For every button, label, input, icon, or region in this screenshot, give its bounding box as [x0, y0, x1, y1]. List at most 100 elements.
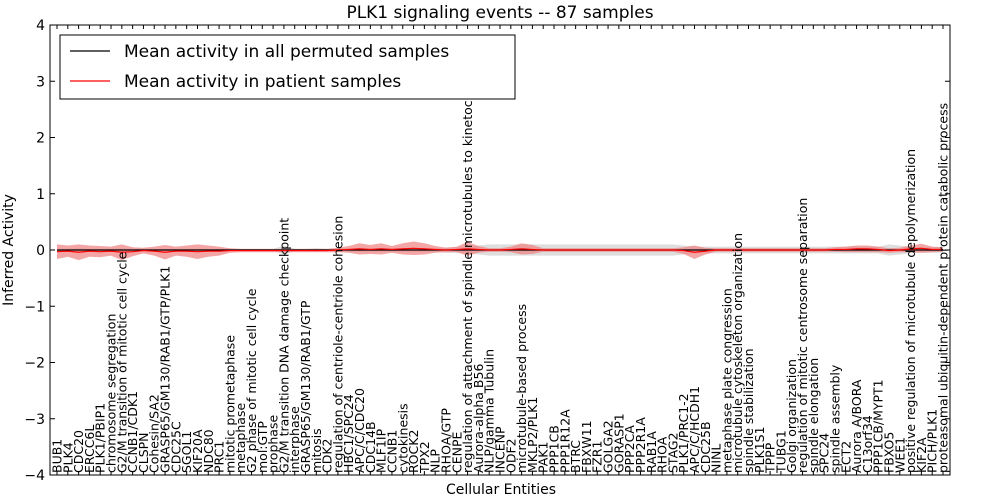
y-tick-label: 1	[36, 187, 45, 203]
x-tick-label: GRASP65/GM130/RAB1/GTP/PLK1	[158, 266, 173, 473]
x-tick-label: MKLP2/PLK1	[525, 397, 540, 473]
x-tick-label: PPP1CB	[547, 425, 562, 473]
x-tick-label: cytokinesis	[395, 403, 410, 473]
x-tick-label: Golgi organization	[784, 359, 799, 473]
x-tick-label: CLSPN	[136, 432, 151, 473]
x-tick-label: PPP1R12A	[557, 409, 572, 473]
x-tick-label: PLK1S1	[752, 426, 767, 473]
x-tick-label: C13orf34	[860, 415, 875, 473]
x-tick-label: TUBG1	[773, 430, 788, 474]
legend: Mean activity in all permuted samples Me…	[59, 34, 516, 100]
x-tick-label: NLP	[428, 449, 443, 473]
x-tick-labels: BUB1PLK4CDC20ERCC6LPLK1/PBIP1chromosome …	[50, 25, 951, 475]
x-tick-label: CENPE	[449, 431, 464, 473]
x-tick-label: ERCC6L	[82, 425, 97, 473]
line-patient	[56, 247, 943, 253]
x-tick-label: TPX2	[417, 441, 432, 474]
x-tick-label: CCNB1	[384, 430, 399, 473]
x-tick-label: RHOA	[655, 436, 670, 473]
x-tick-label: KIF20A	[190, 429, 205, 473]
x-tick-label: ODF2	[503, 438, 518, 473]
x-tick-label: CDC25C	[168, 421, 183, 473]
x-tick-label: PPP2CA	[622, 425, 637, 473]
x-tick-label: Cohesin/SA2	[147, 394, 162, 473]
legend-box	[59, 34, 516, 100]
y-axis-label: Inferred Activity	[1, 194, 17, 306]
x-tick-label: PLK4	[60, 442, 75, 473]
band-patient	[57, 241, 943, 261]
x-tick-label: MLF1IP	[374, 428, 389, 473]
x-tick-label: mol:GTP	[255, 421, 270, 473]
x-tick-label: GORASP1	[611, 413, 626, 473]
x-tick-label: STAG2	[665, 432, 680, 473]
x-tick-label: NDC80	[201, 429, 216, 473]
legend-label-patient: Mean activity in patient samples	[124, 72, 401, 92]
x-tick-label: mitosis	[309, 428, 324, 473]
x-tick-label: SPC24	[817, 433, 832, 473]
x-tick-label: FBXW11	[579, 420, 594, 473]
x-axis-label: Cellular Entities	[446, 482, 556, 498]
legend-label-permuted: Mean activity in all permuted samples	[124, 42, 449, 62]
x-tick-label: proteasomal ubiquitin-dependent protein …	[936, 103, 951, 473]
x-tick-label: regulation of centriole-centriole cohesi…	[330, 216, 345, 473]
x-tick-label: FZR1	[590, 441, 605, 473]
y-tick-label: −4	[24, 468, 45, 484]
x-tick-label: RAB1A	[644, 431, 659, 473]
x-tick-label: chromosome segregation	[104, 314, 119, 473]
y-tick-label: −3	[24, 412, 45, 428]
x-tick-label: BTRC	[568, 440, 583, 473]
x-tick-label: PPP1CB/MYPT1	[871, 379, 886, 473]
x-tick-label: HBC1/SPC24	[341, 394, 356, 473]
x-tick-label: regulation of mitotic centrosome separat…	[795, 198, 810, 473]
x-tick-label: microtubule-based process	[514, 304, 529, 473]
y-tick-label: −2	[24, 356, 45, 372]
x-tick-label: G2/M transition of mitotic cell cycle	[114, 251, 129, 473]
x-tick-label: CDK2	[320, 438, 335, 473]
x-tick-label: INCENP	[493, 426, 508, 473]
x-tick-label: spindle stabilization	[741, 348, 756, 473]
x-tick-label: regulation of attachment of spindle micr…	[460, 72, 475, 473]
x-tick-label: mitotic prometaphase	[222, 335, 237, 473]
x-tick-label: metaphase	[233, 403, 248, 473]
x-tick-label: GRASP65/GM130/RAB1/GTP	[298, 300, 313, 473]
x-tick-label: SGOL1	[179, 431, 194, 473]
x-tick-label: CDC20	[71, 430, 86, 473]
x-tick-label: G2 phase of mitotic cell cycle	[244, 288, 259, 473]
x-tick-label: CDC14B	[363, 421, 378, 473]
x-tick-label: interphase	[287, 406, 302, 473]
x-tick-label: prophase	[266, 415, 281, 473]
y-tick-label: 2	[36, 131, 45, 147]
x-tick-label: spindle elongation	[806, 358, 821, 473]
x-tick-label: PRC1	[212, 441, 227, 473]
x-tick-label: G2/M transition DNA damage checkpoint	[276, 218, 291, 473]
plot-frame	[49, 24, 951, 476]
x-tick-label: NINL	[709, 444, 724, 473]
x-tick-label: PLK1/PRC1-2	[676, 393, 691, 473]
x-tick-label: WEE1	[892, 437, 907, 473]
chart-title: PLK1 signaling events -- 87 samples	[346, 3, 653, 23]
x-tick-label: metaphase plate congression	[719, 288, 734, 473]
x-tick-label: ROCK2	[406, 430, 421, 473]
x-tick-label: RHOA/GTP	[438, 408, 453, 473]
x-tick-label: PLK1/PBIP1	[93, 403, 108, 473]
series-lines	[56, 247, 943, 253]
y-tick-label: 0	[36, 243, 45, 259]
x-tick-label: GOLGA2	[601, 420, 616, 473]
x-tick-label: PAK1	[536, 442, 551, 473]
x-tick-label: PPP2R1A	[633, 417, 648, 473]
x-tick-label: TPPP	[763, 442, 778, 474]
y-axis-ticks: −4 −3 −2 −1 0 1 2 3 4	[24, 18, 950, 484]
x-tick-label: positive regulation of microtubule depol…	[903, 149, 918, 473]
x-tick-label: KIF2A	[914, 437, 929, 473]
x-tick-label: microtubule cytoskeleton organization	[730, 233, 745, 473]
x-tick-label: CCNB1/CDK1	[125, 391, 140, 473]
x-tick-label: FBXO5	[881, 432, 896, 473]
x-tick-label: PICH/PLK1	[925, 409, 940, 473]
x-tick-label: NLP/gamma Tubulin	[482, 349, 497, 473]
x-tick-label: APC/C/HCDH1	[687, 386, 702, 473]
x-tick-label: Aurora-alpha B56	[471, 364, 486, 473]
x-tick-label: ECT2	[838, 441, 853, 473]
x-tick-label: APC/C/CDC20	[352, 388, 367, 473]
x-tick-label: BUB1	[50, 439, 65, 473]
